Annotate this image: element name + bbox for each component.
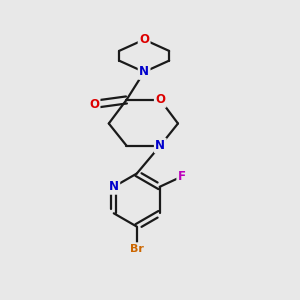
Text: N: N: [155, 139, 165, 152]
Text: O: O: [155, 93, 165, 106]
Text: O: O: [139, 33, 149, 46]
Text: O: O: [89, 98, 99, 111]
Text: F: F: [178, 170, 186, 183]
Text: N: N: [139, 65, 149, 79]
Text: Br: Br: [130, 244, 144, 254]
Text: N: N: [109, 180, 119, 193]
